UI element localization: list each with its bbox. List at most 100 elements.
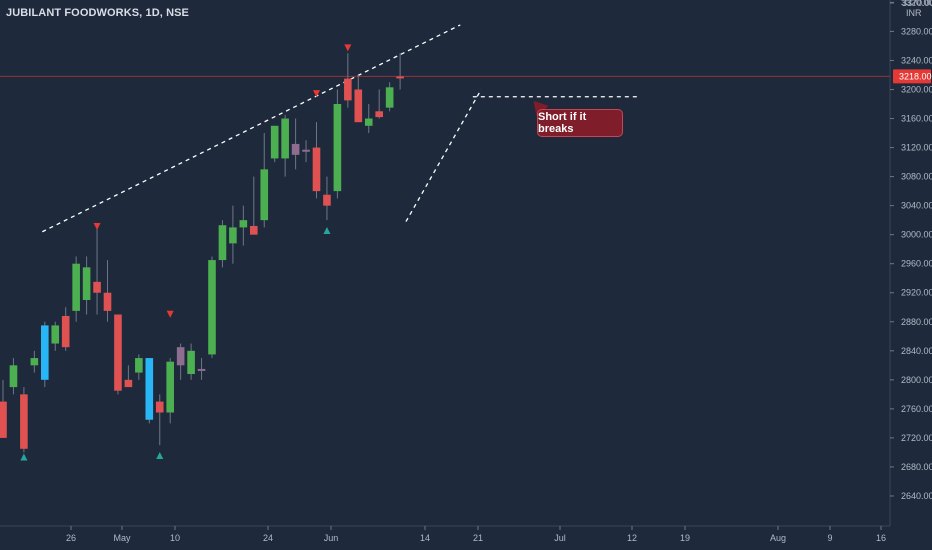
- candle[interactable]: [61, 307, 70, 351]
- candle-body: [72, 263, 80, 311]
- candle-body: [176, 347, 185, 366]
- candle-body: [291, 143, 300, 155]
- candle[interactable]: [51, 321, 60, 351]
- candle[interactable]: [93, 227, 101, 315]
- candle[interactable]: [396, 53, 404, 90]
- buy-arrow-icon: [323, 227, 331, 235]
- candle[interactable]: [281, 114, 289, 177]
- x-tick-label: 26: [66, 533, 76, 543]
- candle-body: [281, 118, 289, 159]
- candle-body: [20, 394, 28, 449]
- candle[interactable]: [124, 365, 133, 388]
- trendline[interactable]: [42, 24, 461, 233]
- candle[interactable]: [30, 350, 39, 373]
- candle[interactable]: [333, 89, 342, 199]
- candle[interactable]: [103, 260, 112, 322]
- y-tick-label: 2840.00: [901, 346, 932, 356]
- callout-text: Short if it breaks: [538, 111, 587, 135]
- candle[interactable]: [82, 256, 91, 315]
- candle[interactable]: [375, 89, 383, 119]
- sell-arrow-icon: [93, 222, 101, 230]
- candle[interactable]: [208, 256, 216, 359]
- candle[interactable]: [250, 176, 258, 235]
- candle-body: [103, 292, 112, 311]
- candle-body: [364, 118, 373, 126]
- trendlines-layer: [42, 24, 641, 233]
- candle[interactable]: [239, 205, 248, 246]
- buy-arrow-icon: [156, 452, 164, 460]
- candle-body: [333, 104, 342, 192]
- y-tick-label: 3120.00: [901, 143, 932, 153]
- y-tick-label: 2960.00: [901, 259, 932, 269]
- candle-body: [124, 379, 133, 388]
- x-tick-label: 9: [827, 533, 832, 543]
- x-tick-label: 14: [420, 533, 430, 543]
- candle[interactable]: [114, 314, 122, 395]
- markers-layer: [20, 44, 352, 461]
- candle[interactable]: [72, 256, 80, 322]
- candle[interactable]: [270, 125, 279, 163]
- candle-body: [135, 358, 143, 373]
- last-price-label: 3218.00: [899, 71, 932, 81]
- y-tick-label: 2760.00: [901, 404, 932, 414]
- candle-body: [187, 350, 195, 375]
- candle[interactable]: [354, 74, 363, 123]
- candle-body: [82, 267, 91, 300]
- candle-body: [354, 89, 363, 123]
- candle[interactable]: [187, 343, 195, 380]
- candle[interactable]: [260, 133, 269, 228]
- y-tick-label: 3000.00: [901, 230, 932, 240]
- candle-body: [239, 220, 248, 228]
- plot-area: [0, 75, 890, 77]
- candle[interactable]: [218, 220, 227, 268]
- y-tick-label: 2640.00: [901, 491, 932, 501]
- y-tick-label: 2680.00: [901, 462, 932, 472]
- candle[interactable]: [323, 176, 331, 221]
- candle[interactable]: [145, 358, 154, 424]
- candle-body: [260, 169, 269, 221]
- y-tick-label: 2720.00: [901, 433, 932, 443]
- candle[interactable]: [155, 394, 164, 446]
- x-tick-label: Jul: [554, 533, 566, 543]
- candle[interactable]: [166, 358, 174, 424]
- candle[interactable]: [20, 387, 28, 453]
- candle[interactable]: [0, 379, 7, 438]
- candle[interactable]: [312, 122, 321, 199]
- sell-arrow-icon: [313, 90, 320, 98]
- candle[interactable]: [385, 82, 394, 112]
- y-tick-label: 3040.00: [901, 201, 932, 211]
- candle-body: [385, 87, 394, 108]
- x-tick-label: 10: [170, 533, 180, 543]
- short-callout[interactable]: Short if it breaks: [537, 109, 623, 137]
- candle[interactable]: [302, 140, 310, 163]
- candle[interactable]: [135, 354, 143, 380]
- candle[interactable]: [229, 205, 237, 264]
- candle[interactable]: [9, 358, 18, 395]
- x-tick-label: 12: [627, 533, 637, 543]
- trendline[interactable]: [405, 89, 482, 222]
- y-tick-label: 2920.00: [901, 288, 932, 298]
- candle-body: [93, 281, 101, 293]
- candle-body: [61, 315, 70, 348]
- candle-body: [30, 358, 39, 366]
- candle[interactable]: [364, 104, 373, 134]
- candle-body: [9, 365, 18, 388]
- candle-body: [312, 147, 321, 192]
- candle-body: [323, 194, 331, 206]
- candle[interactable]: [344, 53, 352, 108]
- x-tick-label: 24: [263, 533, 273, 543]
- x-tick-label: Aug: [770, 533, 786, 543]
- candle[interactable]: [291, 118, 300, 170]
- candle[interactable]: [41, 321, 49, 388]
- candle-body: [208, 260, 216, 355]
- candle-body: [375, 111, 383, 118]
- currency-label: INR: [906, 8, 922, 18]
- y-tick-label: 3370.00: [902, 0, 932, 8]
- candle[interactable]: [176, 343, 185, 380]
- candle[interactable]: [197, 358, 206, 380]
- y-tick-label: 2800.00: [901, 375, 932, 385]
- y-tick-label: 2880.00: [901, 317, 932, 327]
- candle-body: [197, 368, 206, 371]
